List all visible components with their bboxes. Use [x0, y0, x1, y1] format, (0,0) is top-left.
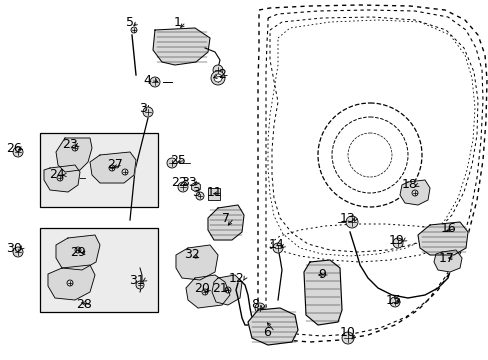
Polygon shape: [433, 250, 461, 272]
Text: 33: 33: [181, 176, 197, 189]
Polygon shape: [185, 275, 229, 308]
Circle shape: [131, 27, 137, 33]
Polygon shape: [56, 235, 100, 270]
Circle shape: [224, 287, 230, 293]
Text: 22: 22: [171, 176, 186, 189]
Text: 17: 17: [438, 252, 454, 265]
Text: 3: 3: [139, 102, 146, 114]
Circle shape: [214, 74, 222, 82]
Polygon shape: [176, 245, 218, 280]
Bar: [40, 133, 158, 207]
Circle shape: [254, 303, 264, 313]
Text: 14: 14: [268, 238, 285, 252]
Polygon shape: [90, 152, 136, 183]
Text: 1: 1: [174, 15, 182, 28]
Circle shape: [13, 247, 23, 257]
Polygon shape: [207, 205, 244, 240]
Circle shape: [13, 147, 23, 157]
Polygon shape: [247, 308, 297, 345]
Circle shape: [202, 289, 207, 295]
Polygon shape: [304, 260, 341, 325]
Text: 15: 15: [385, 293, 401, 306]
Text: 12: 12: [229, 271, 244, 284]
Text: 27: 27: [107, 158, 122, 171]
Text: 10: 10: [339, 327, 355, 339]
Circle shape: [213, 65, 223, 75]
Text: 32: 32: [184, 248, 200, 261]
Text: 16: 16: [440, 221, 456, 234]
Text: 20: 20: [194, 282, 209, 294]
Circle shape: [109, 165, 115, 171]
Circle shape: [210, 71, 224, 85]
Circle shape: [389, 297, 399, 307]
Polygon shape: [153, 28, 209, 65]
Polygon shape: [417, 222, 467, 255]
Text: 21: 21: [212, 282, 227, 294]
Text: 23: 23: [62, 139, 78, 152]
Polygon shape: [44, 165, 80, 192]
Text: 29: 29: [70, 247, 86, 260]
Polygon shape: [399, 180, 429, 205]
Text: 24: 24: [49, 168, 65, 181]
Circle shape: [136, 281, 143, 289]
Polygon shape: [48, 265, 95, 300]
Text: 13: 13: [340, 211, 355, 225]
Text: 30: 30: [6, 242, 22, 255]
Circle shape: [341, 332, 353, 344]
Text: 9: 9: [317, 269, 325, 282]
Circle shape: [178, 182, 187, 192]
Text: 7: 7: [222, 211, 229, 225]
Text: 5: 5: [126, 15, 134, 28]
Circle shape: [122, 169, 128, 175]
Circle shape: [346, 216, 357, 228]
Circle shape: [411, 190, 417, 196]
Text: 11: 11: [207, 186, 223, 199]
Text: 4: 4: [143, 73, 151, 86]
Text: 8: 8: [250, 298, 259, 311]
Text: 28: 28: [76, 298, 92, 311]
Circle shape: [67, 280, 73, 286]
Text: 18: 18: [401, 179, 417, 192]
Circle shape: [196, 192, 203, 200]
Text: 26: 26: [6, 141, 22, 154]
Circle shape: [392, 238, 402, 248]
Bar: [207, 188, 220, 200]
Text: 31: 31: [129, 274, 144, 287]
Circle shape: [75, 247, 81, 253]
Circle shape: [72, 145, 78, 151]
Bar: [40, 228, 158, 312]
Text: 25: 25: [170, 153, 185, 166]
Text: 3: 3: [192, 186, 200, 199]
Circle shape: [57, 175, 63, 181]
Circle shape: [150, 77, 160, 87]
Circle shape: [142, 107, 153, 117]
Circle shape: [272, 243, 283, 253]
Text: 6: 6: [263, 325, 270, 338]
Circle shape: [167, 158, 177, 168]
Text: 2: 2: [218, 68, 225, 81]
Polygon shape: [56, 138, 92, 172]
Text: 19: 19: [388, 234, 404, 247]
Polygon shape: [212, 275, 242, 305]
